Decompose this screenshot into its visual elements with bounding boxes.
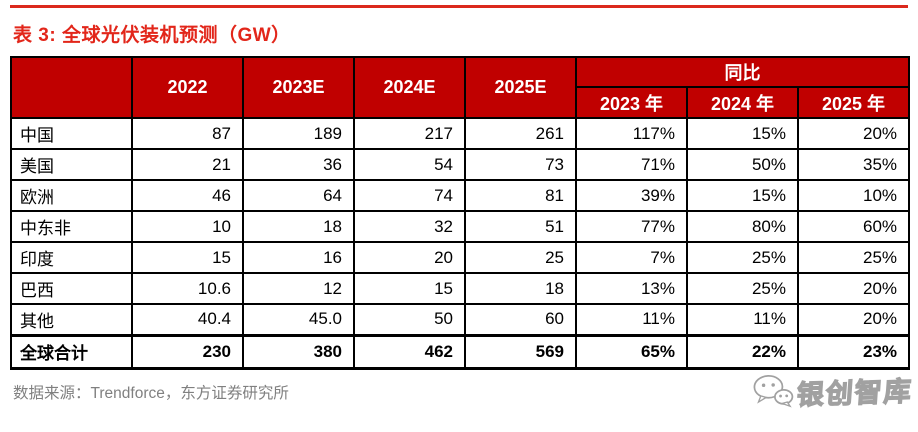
value-cell: 10 <box>131 210 244 243</box>
total-value-cell: 462 <box>353 333 466 370</box>
total-value-cell: 230 <box>131 333 244 370</box>
value-cell: 46 <box>131 179 244 212</box>
value-cell: 36 <box>242 148 355 181</box>
yoy-cell: 60% <box>796 210 911 243</box>
value-cell: 21 <box>131 148 244 181</box>
header-row-sub: 2023 年 2024 年 2025 年 <box>11 86 911 119</box>
col-header-2023e: 2023E <box>242 56 355 119</box>
pv-forecast-table: 2022 2023E 2024E 2025E 同比 2023 年 2024 年 … <box>10 56 911 370</box>
region-label: 印度 <box>10 241 133 274</box>
yoy-cell: 15% <box>686 117 799 150</box>
value-cell: 12 <box>242 272 355 305</box>
total-value-cell: 380 <box>242 333 355 370</box>
value-cell: 54 <box>353 148 466 181</box>
yoy-cell: 71% <box>575 148 688 181</box>
corner-cell <box>10 56 133 119</box>
yoy-cell: 77% <box>575 210 688 243</box>
table-row-brazil: 巴西 10.6 12 15 18 13% 25% 20% <box>10 272 911 305</box>
yoy-cell: 11% <box>575 303 688 336</box>
value-cell: 87 <box>131 117 244 150</box>
yoy-cell: 80% <box>686 210 799 243</box>
table-row-china: 中国 87 189 217 261 117% 15% 20% <box>10 117 911 150</box>
table-row-mea: 中东非 10 18 32 51 77% 80% 60% <box>10 210 911 243</box>
value-cell: 261 <box>464 117 577 150</box>
yoy-cell: 20% <box>796 117 911 150</box>
yoy-cell: 10% <box>796 179 911 212</box>
value-cell: 74 <box>353 179 466 212</box>
yoy-cell: 39% <box>575 179 688 212</box>
region-label: 美国 <box>10 148 133 181</box>
table-row-usa: 美国 21 36 54 73 71% 50% 35% <box>10 148 911 181</box>
table-row-europe: 欧洲 46 64 74 81 39% 15% 10% <box>10 179 911 212</box>
region-label: 中东非 <box>10 210 133 243</box>
figure-title: 表 3: 全球光伏装机预测（GW） <box>13 25 291 46</box>
yoy-cell: 25% <box>686 241 799 274</box>
yoy-cell: 25% <box>686 272 799 305</box>
value-cell: 20 <box>353 241 466 274</box>
yoy-cell: 35% <box>796 148 911 181</box>
report-table-figure: 表 3: 全球光伏装机预测（GW） 2022 2023E 2024E 2025E… <box>0 5 918 432</box>
table-row-others: 其他 40.4 45.0 50 60 11% 11% 20% <box>10 303 911 336</box>
yoy-cell: 20% <box>796 272 911 305</box>
yoy-cell: 117% <box>575 117 688 150</box>
yoy-header-2025: 2025 年 <box>796 86 911 119</box>
yoy-cell: 11% <box>686 303 799 336</box>
total-label: 全球合计 <box>10 333 133 370</box>
col-header-2024e: 2024E <box>353 56 466 119</box>
total-yoy-cell: 22% <box>686 333 799 370</box>
value-cell: 10.6 <box>131 272 244 305</box>
value-cell: 32 <box>353 210 466 243</box>
value-cell: 15 <box>131 241 244 274</box>
value-cell: 189 <box>242 117 355 150</box>
total-value-cell: 569 <box>464 333 577 370</box>
yoy-cell: 25% <box>796 241 911 274</box>
value-cell: 15 <box>353 272 466 305</box>
total-yoy-cell: 23% <box>796 333 911 370</box>
col-header-2022: 2022 <box>131 56 244 119</box>
data-source-note: 数据来源：Trendforce，东方证券研究所 <box>13 384 289 402</box>
value-cell: 25 <box>464 241 577 274</box>
value-cell: 81 <box>464 179 577 212</box>
region-label: 巴西 <box>10 272 133 305</box>
table-row-india: 印度 15 16 20 25 7% 25% 25% <box>10 241 911 274</box>
yoy-group-header: 同比 <box>574 56 911 88</box>
total-yoy-cell: 65% <box>575 333 688 370</box>
region-label: 中国 <box>10 117 133 150</box>
yoy-cell: 7% <box>575 241 688 274</box>
value-cell: 45.0 <box>242 303 355 336</box>
table-body: 中国 87 189 217 261 117% 15% 20% 美国 21 36 … <box>10 117 911 370</box>
yoy-header-2024: 2024 年 <box>686 86 799 119</box>
value-cell: 50 <box>353 303 466 336</box>
top-red-rule <box>10 5 908 8</box>
yoy-cell: 13% <box>575 272 688 305</box>
yoy-cell: 15% <box>686 179 799 212</box>
yoy-header-2023: 2023 年 <box>575 86 688 119</box>
value-cell: 40.4 <box>131 303 244 336</box>
value-cell: 60 <box>464 303 577 336</box>
value-cell: 64 <box>242 179 355 212</box>
table-header: 2022 2023E 2024E 2025E 同比 2023 年 2024 年 … <box>10 56 911 119</box>
header-row-top: 2022 2023E 2024E 2025E 同比 <box>10 56 911 119</box>
value-cell: 18 <box>464 272 577 305</box>
region-label: 欧洲 <box>10 179 133 212</box>
col-header-2025e: 2025E <box>464 56 577 119</box>
region-label: 其他 <box>10 303 133 336</box>
yoy-cell: 20% <box>796 303 911 336</box>
yoy-cell: 50% <box>686 148 799 181</box>
value-cell: 217 <box>353 117 466 150</box>
value-cell: 51 <box>464 210 577 243</box>
value-cell: 16 <box>242 241 355 274</box>
value-cell: 18 <box>242 210 355 243</box>
value-cell: 73 <box>464 148 577 181</box>
table-row-global-total: 全球合计 230 380 462 569 65% 22% 23% <box>10 333 911 370</box>
